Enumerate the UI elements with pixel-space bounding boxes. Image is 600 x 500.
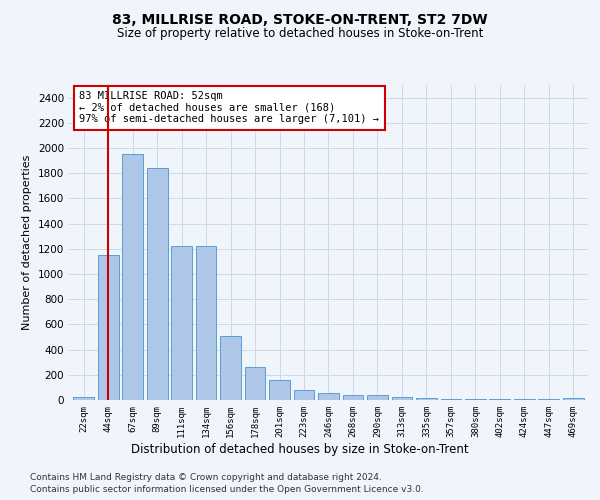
Text: Size of property relative to detached houses in Stoke-on-Trent: Size of property relative to detached ho… [117, 28, 483, 40]
Text: 83 MILLRISE ROAD: 52sqm
← 2% of detached houses are smaller (168)
97% of semi-de: 83 MILLRISE ROAD: 52sqm ← 2% of detached… [79, 92, 379, 124]
Bar [416, 398, 437, 400]
Bar [98, 255, 119, 400]
Bar [147, 168, 167, 400]
Bar [440, 398, 461, 400]
Bar [563, 398, 584, 400]
Bar [245, 366, 265, 400]
Bar [269, 380, 290, 400]
Text: 83, MILLRISE ROAD, STOKE-ON-TRENT, ST2 7DW: 83, MILLRISE ROAD, STOKE-ON-TRENT, ST2 7… [112, 12, 488, 26]
Text: Contains HM Land Registry data © Crown copyright and database right 2024.: Contains HM Land Registry data © Crown c… [30, 472, 382, 482]
Bar [293, 390, 314, 400]
Y-axis label: Number of detached properties: Number of detached properties [22, 155, 32, 330]
Bar [367, 395, 388, 400]
Bar [343, 395, 364, 400]
Bar [220, 336, 241, 400]
Bar [196, 246, 217, 400]
Text: Contains public sector information licensed under the Open Government Licence v3: Contains public sector information licen… [30, 485, 424, 494]
Bar [465, 399, 486, 400]
Bar [392, 398, 412, 400]
Bar [122, 154, 143, 400]
Bar [171, 246, 192, 400]
Text: Distribution of detached houses by size in Stoke-on-Trent: Distribution of detached houses by size … [131, 442, 469, 456]
Bar [73, 397, 94, 400]
Bar [318, 393, 339, 400]
